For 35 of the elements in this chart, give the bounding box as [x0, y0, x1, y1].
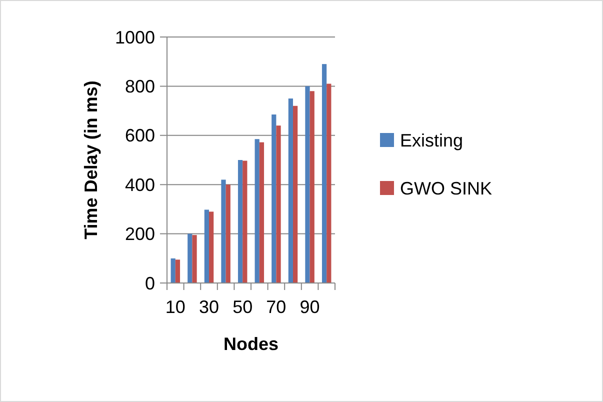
y-tick-label: 400: [124, 174, 155, 195]
x-tick-label: 10: [165, 297, 186, 317]
y-axis-title: Time Delay (in ms): [81, 80, 101, 240]
bar: [242, 160, 248, 283]
bar: [310, 91, 314, 283]
bar: [175, 260, 180, 283]
x-tick-label: 90: [300, 297, 320, 317]
bar: [221, 180, 226, 283]
y-tick-label: 0: [144, 273, 155, 294]
bar: [288, 98, 293, 283]
bar: [276, 126, 281, 283]
y-tick-label: 1000: [114, 27, 155, 48]
bar: [272, 114, 276, 283]
bar: [326, 84, 332, 283]
legend-label: Existing: [400, 130, 464, 150]
x-tick-label: 70: [266, 297, 286, 317]
y-tick-label: 800: [124, 76, 155, 96]
bar: [238, 160, 243, 283]
bar: [254, 139, 260, 283]
bar: [293, 106, 298, 283]
bar: [204, 210, 209, 283]
y-tick-label: 200: [124, 224, 155, 244]
bar: [188, 234, 192, 283]
bar: [226, 184, 230, 283]
bar: [305, 86, 310, 283]
y-tick-label: 600: [124, 126, 155, 146]
bar: [209, 212, 214, 283]
bar: [322, 64, 327, 283]
x-tick-label: 50: [232, 297, 253, 317]
legend-label: GWO SINK: [400, 178, 492, 198]
bar: [259, 142, 264, 283]
x-tick-label: 30: [198, 297, 220, 317]
x-axis-title: Nodes: [223, 334, 279, 354]
bar: [192, 235, 197, 283]
bar: [170, 258, 176, 283]
